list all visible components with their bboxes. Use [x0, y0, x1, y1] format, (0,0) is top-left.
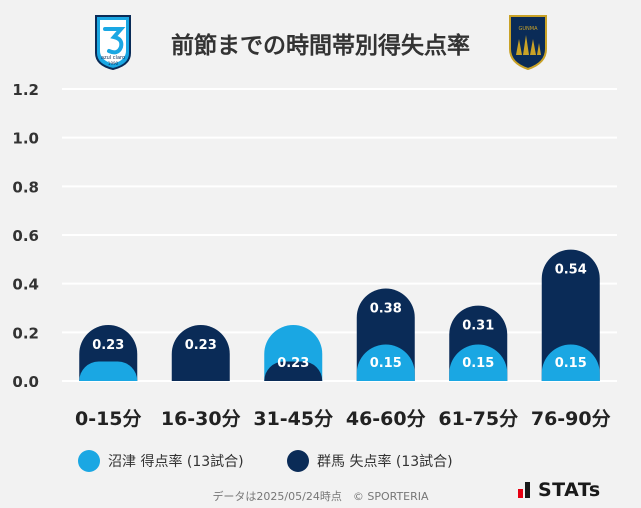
bar-label-home: 0.15 [462, 356, 494, 371]
legend-home-swatch [78, 450, 100, 472]
legend-item-home: 沼津 得点率 (13試合) [78, 450, 244, 472]
bar-value-labels: 0.23 0.23 0.23 0.15 0.38 0.15 0.31 0.15 0.54 [92, 263, 587, 371]
y-tick-label: 0.2 [12, 324, 39, 342]
y-tick-label: 1.2 [12, 81, 39, 99]
grid-lines [62, 88, 617, 382]
footer-credit: データは2025/05/24時点 © SPORTERIA [212, 490, 429, 503]
emblem-text: azul claro [101, 55, 125, 61]
bar-label-away: 0.23 [92, 338, 124, 353]
y-tick-label: 0.6 [12, 227, 39, 245]
chart-title: 前節までの時間帯別得失点率 [171, 33, 470, 59]
x-tick-label: 76-90分 [531, 408, 611, 430]
y-tick-label: 0.8 [12, 178, 39, 196]
bar-label-home: 0.15 [555, 356, 587, 371]
legend-away-swatch [287, 450, 309, 472]
bar-away [171, 325, 230, 381]
legend-home-label: 沼津 得点率 (13試合) [108, 454, 244, 470]
bar-label-home: 0.23 [277, 356, 309, 371]
stats-brand: STATs [518, 479, 601, 501]
bar-label-away: 0.23 [185, 338, 217, 353]
bar-label-away: 0.54 [555, 263, 587, 278]
bar-home [79, 361, 138, 381]
bar-away [264, 361, 323, 381]
bar-home [449, 344, 508, 381]
x-tick-label: 0-15分 [75, 408, 142, 430]
stats-logo-icon [518, 482, 532, 498]
bar-home [356, 344, 415, 381]
bar-label-home: 0.15 [370, 356, 402, 371]
legend-item-away: 群馬 失点率 (13試合) [287, 450, 453, 472]
bar-home [541, 344, 600, 381]
numazu-emblem-icon: azul claro 1990 [95, 15, 131, 71]
gunma-emblem-icon: GUNMA [509, 15, 547, 71]
emblem-text: GUNMA [518, 26, 538, 32]
legend-away-label: 群馬 失点率 (13試合) [317, 454, 453, 470]
bar-away [541, 249, 600, 381]
y-tick-label: 0.4 [12, 276, 39, 294]
y-tick-label: 1.0 [12, 130, 39, 148]
x-tick-label: 31-45分 [253, 408, 333, 430]
bar-label-away: 0.38 [370, 302, 402, 317]
x-tick-label: 16-30分 [161, 408, 241, 430]
x-tick-label: 61-75分 [438, 408, 518, 430]
y-axis-ticks: 0.0 0.2 0.4 0.6 0.8 1.0 1.2 [12, 81, 39, 391]
bars [79, 249, 600, 381]
x-tick-label: 46-60分 [346, 408, 426, 430]
stats-brand-text: STATs [538, 479, 601, 501]
y-tick-label: 0.0 [12, 373, 39, 391]
x-axis-ticks: 0-15分 16-30分 31-45分 46-60分 61-75分 76-90分 [75, 408, 611, 430]
emblem-year: 1990 [108, 61, 119, 66]
bar-label-away: 0.31 [462, 319, 494, 334]
